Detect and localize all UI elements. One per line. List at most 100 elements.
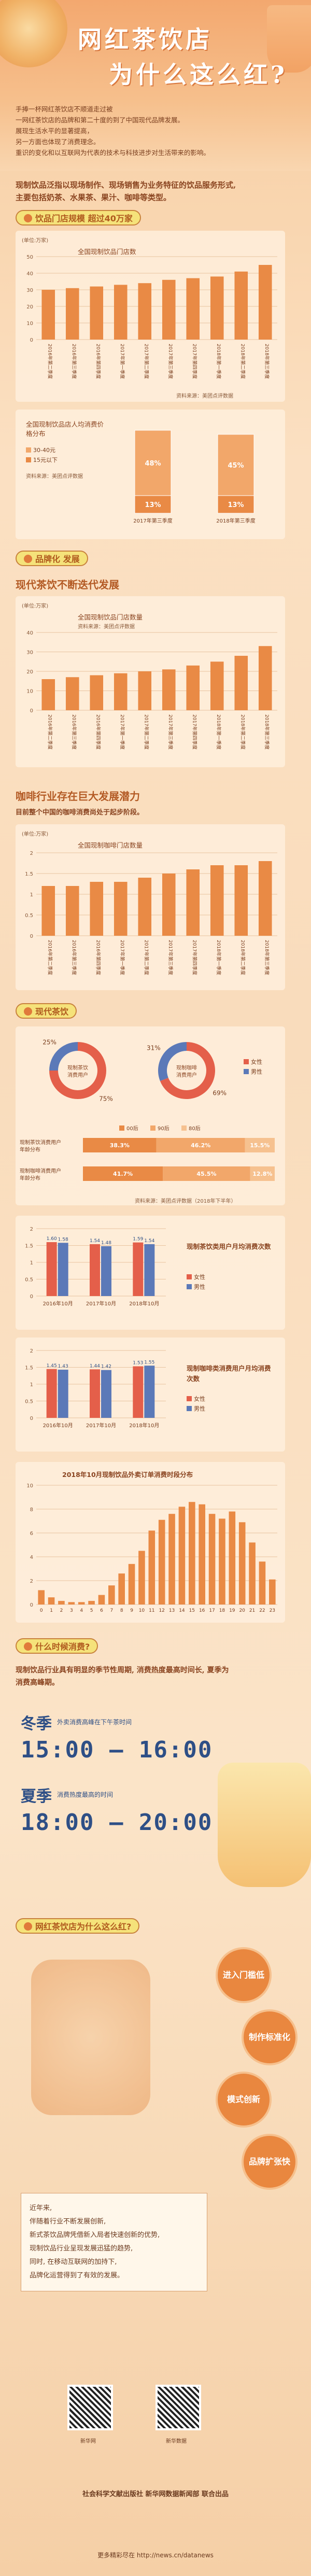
y-tick-label: 10 (26, 321, 33, 327)
frequency-legend: 女性 男性 (187, 1395, 205, 1414)
y-tick-label: 0.5 (25, 1399, 33, 1405)
y-tick-label: 2 (30, 1348, 33, 1354)
bar-segment (217, 495, 255, 514)
page-subtitle: 为什么这么红? (109, 61, 288, 89)
y-tick-label: 30 (26, 288, 33, 293)
data-label: 1.43 (58, 1364, 68, 1369)
pie-label: 75% (99, 1095, 113, 1102)
x-tick-label: 6 (100, 1608, 103, 1613)
x-tick-label: 2016年第四季度 (95, 940, 101, 975)
bar (68, 1602, 75, 1604)
bar (65, 288, 79, 340)
data-label: 1.55 (144, 1360, 154, 1365)
chart-title: 全国现制咖啡门店数量 (78, 841, 143, 849)
x-tick-label: 2017年第一季度 (119, 940, 125, 975)
bar (90, 286, 104, 340)
y-tick-label: 2 (30, 1579, 33, 1584)
x-tick-label: 2016年第二季度 (47, 940, 53, 975)
coffee-frequency-chart: 0 0.5 1 1.5 2 1.45 1.43 2016年10月 1.44 1.42 2017年10… (25, 1348, 166, 1429)
y-tick-label: 1 (30, 892, 33, 898)
y-tick-label: 1 (30, 1382, 33, 1388)
x-tick-label: 1 (50, 1608, 53, 1613)
cup-icon (24, 1922, 32, 1931)
cup-icon (24, 1007, 32, 1016)
legend-label: 30-40元 (33, 447, 55, 454)
qr-code-data[interactable] (156, 2385, 201, 2430)
bar (114, 882, 128, 936)
section-tag-reasons: 网红茶饮店为什么这么红? (16, 1918, 140, 1934)
legend-swatch (244, 1069, 249, 1074)
legend-item: 女性 (187, 1273, 205, 1281)
data-label: 38.3% (110, 1142, 130, 1149)
x-tick-label: 2018年第三季度 (216, 517, 255, 524)
data-label: 1.60 (47, 1236, 57, 1242)
bar (46, 1242, 57, 1296)
qr-code-xinhua[interactable] (67, 2385, 113, 2430)
data-label: 1.48 (101, 1241, 111, 1246)
legend-swatch (26, 457, 31, 462)
bar (133, 1242, 144, 1296)
chart-unit: (单位:万家) (22, 832, 49, 837)
data-label: 1.54 (144, 1238, 154, 1244)
y-tick-label: 10 (26, 1483, 33, 1489)
x-tick-label: 2016年第三季度 (71, 940, 77, 975)
legend-label: 男性 (251, 1068, 262, 1075)
y-tick-label: 30 (26, 650, 33, 656)
bar (78, 1602, 85, 1604)
x-tick-label: 20 (239, 1608, 245, 1613)
data-label: 13% (145, 501, 161, 509)
legend-label: 男性 (194, 1284, 205, 1290)
chart-source: 资料来源：美团点评数据 (176, 393, 233, 399)
chart-panel-coffee: (单位:万家) 全国现制咖啡门店数量 0 0.5 1 1.5 2 2016年第二季度 201… (16, 824, 285, 990)
bar-segment (250, 1166, 275, 1181)
bar (229, 1511, 236, 1604)
coffee-store-chart: 0 0.5 1 1.5 2 2016年第二季度 2016年第三季度 2016年第四季度 2017… (25, 851, 277, 975)
bar (148, 1530, 156, 1604)
y-tick-label: 40 (26, 630, 33, 636)
coffee-heading: 咖啡行业存在巨大发展潜力 (16, 790, 140, 803)
legend-swatch (181, 1125, 187, 1131)
frequency-legend: 女性 男性 (187, 1273, 205, 1292)
bar (162, 669, 176, 710)
reason-line: 伴随着行业不断发展创新, (30, 2218, 106, 2226)
x-tick-label: 2016年第四季度 (95, 714, 101, 750)
summer-label: 夏季 (21, 1787, 52, 1806)
bar (38, 1590, 45, 1604)
y-category-label: 现制咖啡消费用户 (20, 1167, 61, 1174)
legend-swatch (26, 447, 31, 453)
tea-store-chart: 0 10 20 30 40 2016年第二季度 2016年第三季度 2016年第四季度 2017… (26, 630, 277, 750)
lead-line: 现制饮品泛指以现场制作、现场销售为业务特征的饮品服务形式, (16, 180, 236, 190)
reason-line: 近年来, (30, 2204, 52, 2212)
bar (98, 1595, 105, 1604)
bar (48, 1597, 55, 1604)
x-tick-label: 2016年第三季度 (71, 344, 77, 379)
y-tick-label: 0 (30, 337, 33, 343)
x-tick-label: 18 (219, 1608, 225, 1613)
bar-segment (156, 1138, 245, 1152)
x-tick-label: 2018年第三季度 (264, 714, 270, 750)
legend-label: 男性 (194, 1405, 205, 1412)
x-tick-label: 2016年10月 (43, 1300, 73, 1307)
section-tag-store-count: 饮品门店规模 超过40万家 (16, 210, 141, 226)
qr-label: 新华网 (80, 2439, 96, 2444)
bar (249, 1542, 256, 1604)
bar (189, 1502, 195, 1604)
bar (162, 279, 176, 340)
reason-low-barrier: 进入门槛低 (218, 1949, 270, 2001)
pie-slice (158, 1042, 187, 1081)
x-tick-label: 2018年第二季度 (239, 344, 246, 379)
cup-icon (24, 555, 32, 563)
chart-unit: (单位:万家) (22, 238, 49, 244)
x-tick-label: 2016年10月 (43, 1422, 73, 1429)
legend-swatch (187, 1396, 192, 1401)
bar (114, 285, 128, 340)
clock-icon (24, 1642, 32, 1651)
reason-line: 同时, 在移动互联网的加持下, (30, 2258, 117, 2266)
footer-link[interactable]: 更多精彩尽在 http://news.cn/datanews (97, 2552, 214, 2559)
pie-label: 69% (213, 1089, 227, 1096)
bar (101, 1370, 111, 1418)
cup-icon (24, 214, 32, 222)
qr-label: 新华数据 (166, 2439, 187, 2444)
